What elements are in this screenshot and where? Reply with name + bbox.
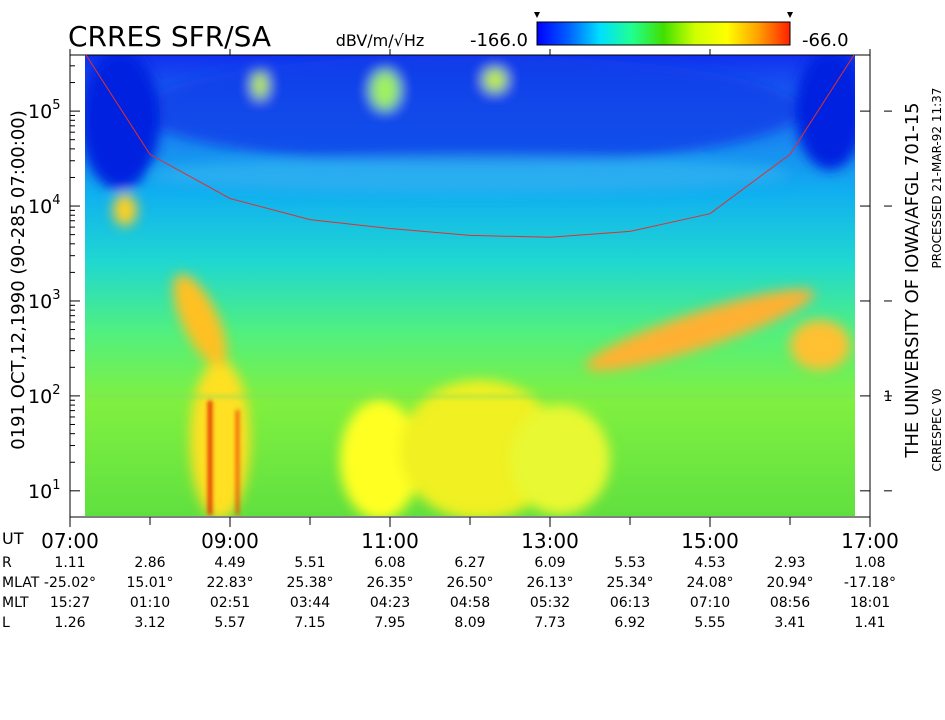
x-tick-label: 17:00 (841, 529, 899, 553)
y-tick-label: 104 (28, 193, 60, 218)
left-caption: 0191 OCT,12,1990 (90-285 07:00:00) (8, 110, 29, 450)
ephemeris-value: -25.02° (44, 575, 96, 591)
x-tick-label: 15:00 (681, 529, 739, 553)
colorbar-min: -166.0 (470, 30, 528, 51)
ephemeris-value: 5.51 (294, 555, 325, 571)
x-tick-label: 13:00 (521, 529, 579, 553)
ephemeris-label: UT (2, 529, 24, 548)
ephemeris-value: 2.93 (774, 555, 805, 571)
ephemeris-value: 6.27 (454, 555, 485, 571)
ephemeris-value: 1.08 (854, 555, 885, 571)
y-tick-power: 3 (52, 288, 60, 303)
y-tick-power: 1 (52, 478, 60, 493)
right-caption: THE UNIVERSITY OF IOWA/AFGL 701-15 (902, 102, 923, 458)
ephemeris-value: 03:44 (290, 595, 330, 611)
colorbar-marker (787, 12, 793, 18)
y-tick-base: 10 (28, 481, 52, 503)
ephemeris-value: -17.18° (844, 575, 896, 591)
y-tick-base: 10 (28, 291, 52, 313)
ephemeris-value: 1.26 (54, 615, 85, 631)
ephemeris-value: 04:58 (450, 595, 490, 611)
ephemeris-value: 05:32 (530, 595, 570, 611)
ephemeris-value: 04:23 (370, 595, 410, 611)
y-tick-base: 10 (28, 101, 52, 123)
ephemeris-value: 7.95 (374, 615, 405, 631)
ephemeris-value: 22.83° (206, 575, 253, 591)
x-tick-label: 09:00 (201, 529, 259, 553)
ephemeris-label: MLT (2, 595, 29, 611)
ephemeris-label: MLAT (2, 575, 40, 591)
ephemeris-value: 7.15 (294, 615, 325, 631)
colorbar-max: -66.0 (802, 30, 849, 51)
ephemeris-value: 1.11 (54, 555, 85, 571)
ephemeris-value: 06:13 (610, 595, 650, 611)
y-tick-base: 10 (28, 196, 52, 218)
x-tick-label: 07:00 (41, 529, 99, 553)
y2-tick-label: 1 (884, 389, 893, 405)
colorbar-marker (534, 12, 540, 18)
colorbar (536, 21, 791, 46)
ephemeris-value: 6.92 (614, 615, 645, 631)
spectrogram-image (85, 55, 855, 516)
ephemeris-value: 01:10 (130, 595, 170, 611)
ephemeris-value: 4.53 (694, 555, 725, 571)
y-tick-label: 105 (28, 98, 60, 123)
version-caption: CRRESPEC V0 (930, 388, 944, 471)
ephemeris-value: 5.55 (694, 615, 725, 631)
ephemeris-value: 6.08 (374, 555, 405, 571)
y-tick-label: 102 (28, 383, 60, 408)
ephemeris-value: 08:56 (770, 595, 810, 611)
ephemeris-value: 3.41 (774, 615, 805, 631)
ephemeris-value: 2.86 (134, 555, 165, 571)
ephemeris-value: 6.09 (534, 555, 565, 571)
y-tick-base: 10 (28, 386, 52, 408)
ephemeris-value: 07:10 (690, 595, 730, 611)
y-tick-power: 4 (52, 193, 60, 208)
y-tick-label: 101 (28, 478, 60, 503)
ephemeris-value: 7.73 (534, 615, 565, 631)
ephemeris-label: L (2, 615, 10, 631)
ephemeris-value: 5.53 (614, 555, 645, 571)
processed-caption: PROCESSED 21-MAR-92 11:37 (930, 88, 944, 269)
chart-title: CRRES SFR/SA (68, 20, 271, 53)
ephemeris-value: 26.13° (526, 575, 573, 591)
ephemeris-value: 1.41 (854, 615, 885, 631)
ephemeris-value: 8.09 (454, 615, 485, 631)
ephemeris-value: 3.12 (134, 615, 165, 631)
y-tick-power: 5 (52, 98, 60, 113)
x-tick-label: 11:00 (361, 529, 419, 553)
ephemeris-value: 4.49 (214, 555, 245, 571)
ephemeris-label: R (2, 555, 12, 571)
colorbar-label: dBV/m/√Hz (336, 31, 425, 50)
ephemeris-value: 02:51 (210, 595, 250, 611)
ephemeris-value: 20.94° (766, 575, 813, 591)
ephemeris-value: 25.38° (286, 575, 333, 591)
ephemeris-value: 18:01 (850, 595, 890, 611)
gyro-curve (85, 55, 855, 238)
ephemeris-value: 15:27 (50, 595, 90, 611)
ephemeris-value: 25.34° (606, 575, 653, 591)
y-tick-power: 2 (52, 383, 60, 398)
ephemeris-value: 26.35° (366, 575, 413, 591)
ephemeris-value: 24.08° (686, 575, 733, 591)
ephemeris-value: 5.57 (214, 615, 245, 631)
y-tick-label: 103 (28, 288, 60, 313)
ephemeris-value: 15.01° (126, 575, 173, 591)
ephemeris-value: 26.50° (446, 575, 493, 591)
